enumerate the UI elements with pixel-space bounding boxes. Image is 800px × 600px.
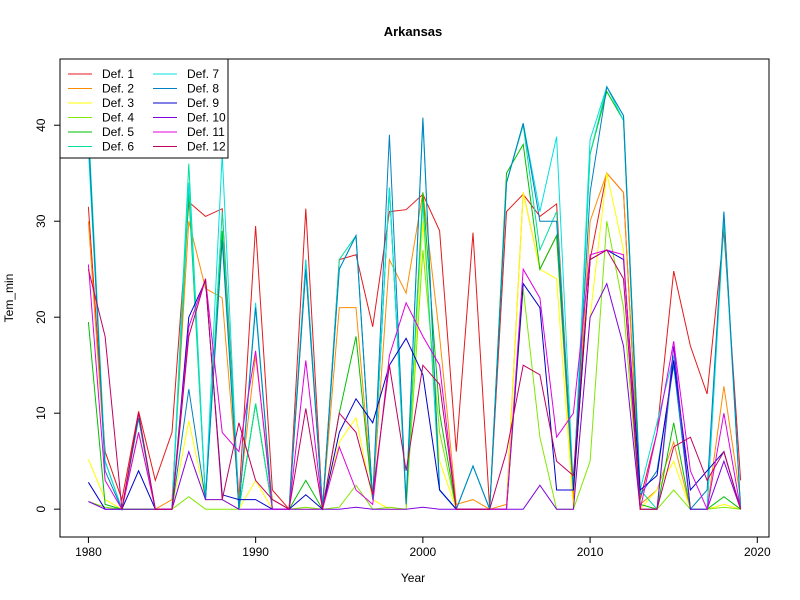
legend-box [59, 58, 229, 159]
series-line-2 [87, 172, 742, 512]
series-line-8 [87, 85, 742, 511]
y-tick-label: 10 [34, 406, 48, 420]
legend-label-11: Def. 11 [187, 125, 225, 139]
series-lines [87, 85, 742, 512]
x-axis-label: Year [401, 571, 425, 585]
legend-label-2: Def. 2 [102, 82, 134, 96]
legend-label-8: Def. 8 [187, 82, 219, 96]
legend-label-12: Def. 12 [187, 140, 226, 154]
series-line-11 [87, 249, 742, 511]
legend-label-4: Def. 4 [102, 111, 134, 125]
chart-title: Arkansas [384, 24, 443, 39]
x-tick-label: 2010 [577, 545, 604, 559]
series-line-4 [88, 221, 741, 510]
x-tick-label: 1990 [242, 545, 269, 559]
y-tick-label: 30 [34, 214, 48, 228]
y-axis-label: Tem_min [2, 274, 16, 323]
x-tick-label: 2020 [744, 545, 771, 559]
legend-label-10: Def. 10 [187, 111, 226, 125]
x-tick-label: 1980 [75, 545, 102, 559]
y-tick-label: 40 [34, 118, 48, 132]
series-line-12 [87, 249, 742, 510]
legend-label-1: Def. 1 [102, 67, 134, 81]
x-tick-label: 2000 [410, 545, 437, 559]
y-tick-label: 0 [34, 506, 48, 513]
legend-label-9: Def. 9 [187, 96, 219, 110]
legend-label-5: Def. 5 [102, 125, 134, 139]
series-line-10 [88, 282, 742, 510]
y-tick-label: 20 [34, 310, 48, 324]
y-axis: 0 10 20 30 40 [34, 118, 61, 513]
legend-label-6: Def. 6 [102, 140, 134, 154]
legend-label-7: Def. 7 [187, 67, 219, 81]
legend-label-3: Def. 3 [102, 96, 134, 110]
x-axis: 1980 1990 2000 2010 2020 [75, 536, 771, 559]
